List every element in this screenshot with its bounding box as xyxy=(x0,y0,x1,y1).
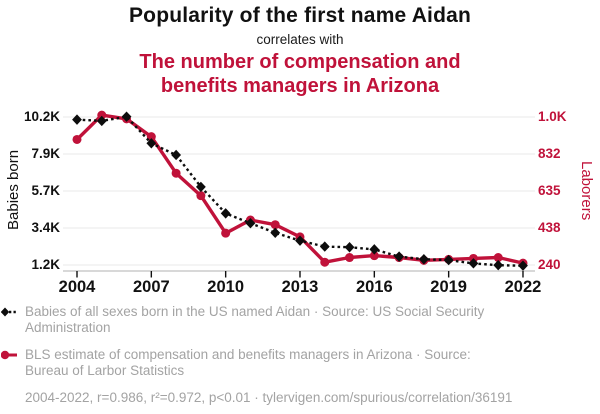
babies-point xyxy=(171,149,182,161)
chart-canvas xyxy=(63,110,535,278)
laborers-point xyxy=(146,132,156,142)
right-tick-label: 635 xyxy=(538,183,561,198)
diamond-dotted-line-icon xyxy=(1,307,17,317)
correlates-with-label: correlates with xyxy=(256,32,344,47)
left-tick-label: 10.2K xyxy=(23,109,60,124)
right-tick-label: 438 xyxy=(538,220,561,235)
plot-area: 10.2K 7.9K 5.7K 3.4K 1.2K 1.0K 832 635 438 240 2… xyxy=(5,109,595,296)
x-tick-label: 2007 xyxy=(132,278,170,296)
babies-point xyxy=(295,235,305,246)
circle-solid-line-icon xyxy=(1,350,17,360)
stats-footnote: 2004-2022, r=0.986, r²=0.972, p<0.01 · t… xyxy=(25,390,513,405)
babies-point xyxy=(369,244,380,255)
legend: Babies of all sexes born in the US named… xyxy=(1,304,589,405)
legend-laborers-line-2: Bureau of Larbor Statistics xyxy=(25,362,185,378)
right-tick-label: 1.0K xyxy=(538,109,567,124)
right-tick-label: 832 xyxy=(538,146,561,161)
x-tick-label: 2016 xyxy=(355,278,393,296)
right-tick-label: 240 xyxy=(538,257,561,272)
laborers-point xyxy=(270,220,280,230)
laborers-point xyxy=(493,253,503,263)
left-tick-label: 7.9K xyxy=(31,146,60,161)
babies-point xyxy=(270,227,281,238)
babies-point xyxy=(195,181,206,193)
babies-point xyxy=(493,259,504,271)
legend-label-laborers: BLS estimate of compensation and benefit… xyxy=(25,347,471,378)
x-tick-label: 2022 xyxy=(504,278,542,296)
babies-point xyxy=(220,208,231,219)
legend-item-laborers: BLS estimate of compensation and benefit… xyxy=(1,347,589,378)
babies-point xyxy=(146,138,157,149)
chart-title: Popularity of the first name Aidan xyxy=(128,4,472,27)
right-axis-title: Laborers xyxy=(578,161,595,221)
legend-laborers-line-1: BLS estimate of compensation and benefit… xyxy=(25,347,471,362)
babies-point xyxy=(121,111,132,122)
laborers-point xyxy=(97,110,107,120)
left-tick-label: 5.7K xyxy=(31,183,60,198)
laborers-point xyxy=(171,168,181,178)
legend-babies-line-2: Administration xyxy=(25,319,111,335)
laborers-point xyxy=(369,251,379,261)
secondary-title-line-2: benefits managers in Arizona xyxy=(160,75,440,97)
legend-label-babies: Babies of all sexes born in the US named… xyxy=(25,304,484,335)
laborers-point xyxy=(221,228,231,238)
legend-babies-line-1: Babies of all sexes born in the US named… xyxy=(25,304,485,319)
babies-point xyxy=(418,254,429,265)
left-axis-title: Babies born xyxy=(5,149,22,231)
left-tick-label: 1.2K xyxy=(31,257,60,272)
chart-secondary-title: The number of compensation and benefits … xyxy=(0,50,600,98)
babies-point xyxy=(96,115,107,127)
babies-point xyxy=(443,254,454,266)
x-tick-label: 2013 xyxy=(281,278,319,296)
legend-item-babies: Babies of all sexes born in the US named… xyxy=(1,304,589,335)
babies-point xyxy=(344,242,355,253)
babies-point xyxy=(394,251,405,262)
babies-point xyxy=(468,258,479,269)
babies-point xyxy=(518,260,528,271)
secondary-title-line-1: The number of compensation and xyxy=(139,51,461,73)
x-tick-label: 2010 xyxy=(207,278,245,296)
laborers-point xyxy=(72,134,82,144)
babies-point xyxy=(319,241,330,252)
laborers-point xyxy=(345,253,355,263)
left-tick-label: 3.4K xyxy=(31,220,60,235)
babies-point xyxy=(245,218,256,229)
x-tick-label: 2019 xyxy=(430,278,467,296)
babies-point xyxy=(72,114,82,125)
x-tick-label: 2004 xyxy=(58,278,96,296)
laborers-point xyxy=(196,191,206,201)
laborers-point xyxy=(320,257,330,267)
